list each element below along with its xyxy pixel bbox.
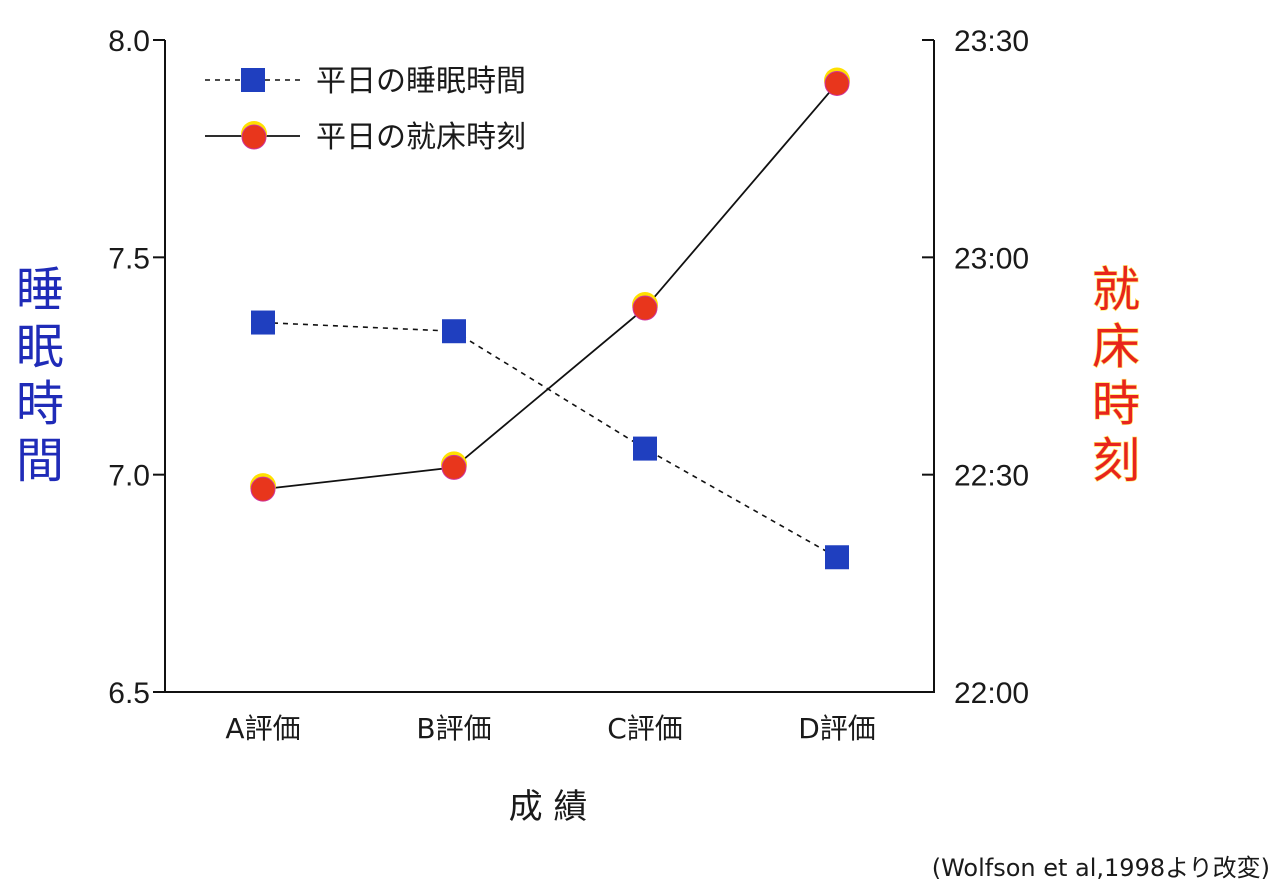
bedtime-point (250, 476, 276, 502)
x-axis-category-labels: A評価 B評価 C評価 D評価 (225, 712, 875, 745)
right-axis-label: 就床時刻 (1092, 262, 1140, 489)
bedtime-point (824, 70, 850, 96)
bedtime-point (441, 454, 467, 480)
right-axis-ticks: 23:30 23:00 22:30 22:00 (922, 25, 1029, 710)
legend-marker-sleep (241, 68, 265, 92)
x-category-label: A評価 (225, 712, 300, 745)
legend-marker-bedtime (241, 124, 267, 150)
legend-label-sleep: 平日の睡眠時間 (316, 64, 526, 99)
right-tick-label: 23:30 (954, 25, 1029, 58)
right-tick-label: 23:00 (954, 242, 1029, 275)
right-tick-label: 22:30 (954, 460, 1029, 493)
sleep-duration-point (825, 545, 849, 570)
legend: 平日の睡眠時間 平日の就床時刻 (205, 64, 526, 155)
left-tick-label: 6.5 (108, 677, 150, 710)
sleep-duration-point (442, 319, 466, 344)
bedtime-line (262, 82, 838, 491)
x-axis-label: 成 績 (509, 787, 588, 827)
left-axis-ticks: 8.0 7.5 7.0 6.5 (108, 25, 165, 710)
series-layer (250, 67, 850, 570)
sleep-duration-point (251, 310, 275, 335)
sleep-duration-point (633, 436, 657, 461)
x-category-label: C評価 (607, 712, 683, 745)
bedtime-point (632, 295, 658, 321)
sleep-duration-line (262, 321, 838, 558)
legend-label-bedtime: 平日の就床時刻 (316, 120, 526, 155)
x-category-label: D評価 (798, 712, 876, 745)
left-axis-label: 睡眠時間 (16, 262, 64, 489)
left-tick-label: 7.0 (108, 460, 150, 493)
x-category-label: B評価 (416, 712, 491, 745)
right-tick-label: 22:00 (954, 677, 1029, 710)
source-citation: (Wolfson et al,1998より改変) (932, 854, 1270, 882)
left-tick-label: 7.5 (108, 242, 150, 275)
left-tick-label: 8.0 (108, 25, 150, 58)
